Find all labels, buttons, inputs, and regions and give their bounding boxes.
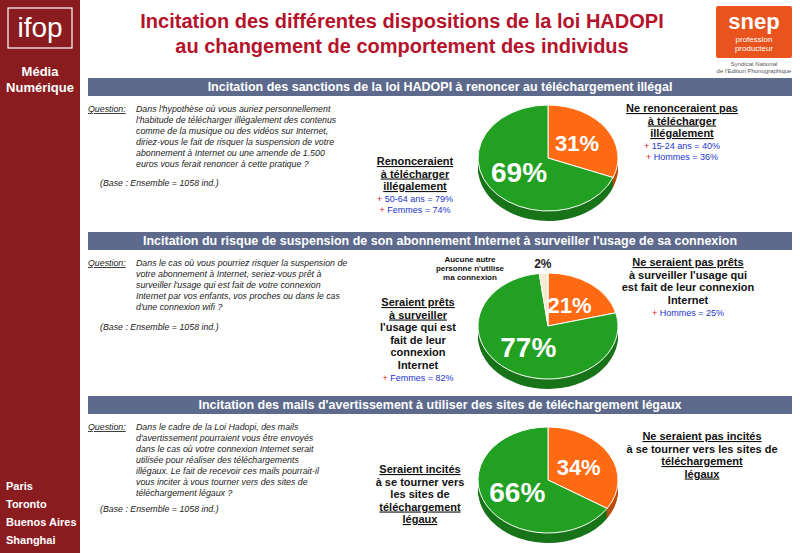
- note: + 15-24 ans = 40%: [644, 141, 720, 151]
- logo-frame: [8, 8, 72, 48]
- question: Dans l'hypothèse où vous auriez personne…: [136, 104, 337, 169]
- category-label: Ne seraient pas incitésà se tourner vers…: [626, 430, 777, 480]
- base: (Base : Ensemble = 1058 ind.): [100, 504, 219, 514]
- note: + Femmes = 82%: [382, 373, 453, 383]
- city: Shanghai: [6, 534, 56, 546]
- city: Paris: [6, 480, 33, 492]
- city: Toronto: [6, 498, 47, 510]
- category-label: Seraient incitésà se tourner versles sit…: [376, 463, 465, 525]
- section-title: Incitation du risque de suspension de so…: [143, 234, 737, 248]
- city: Buenos Aires: [6, 516, 77, 528]
- question-label: Question:: [88, 104, 126, 114]
- note: + Hommes = 25%: [652, 308, 724, 318]
- section-bar: [88, 396, 792, 414]
- value-label: 31%: [555, 131, 599, 156]
- partner-logo: snepprofessionproducteur Syndicat Nationa…: [716, 6, 792, 74]
- sidebar-band: [0, 0, 80, 553]
- sidebar: ifop MédiaNumérique Paris Toronto Buenos Air…: [0, 0, 80, 553]
- partner-tagline: professionproducteur: [735, 35, 774, 53]
- logo: ifop: [17, 12, 62, 43]
- value-label: 21%: [547, 293, 591, 318]
- pie-top: [478, 273, 618, 379]
- question-label: Question:: [88, 258, 126, 268]
- slice: [478, 427, 607, 533]
- section-bar: [88, 78, 792, 96]
- pie-side-layer: [478, 428, 618, 534]
- category-label: Aucune autrepersonne n'utilisema connexi…: [436, 255, 505, 282]
- partner-caption: Syndicat Nationalde l'Edition Phonograph…: [717, 61, 793, 74]
- pie-top: [478, 105, 618, 211]
- category-label: Seraient prêtsà surveillerl'usage qui es…: [380, 296, 456, 371]
- pie: [478, 273, 618, 389]
- section-title: Incitation des mails d'avertissement à u…: [198, 398, 681, 412]
- pie-top: [478, 427, 618, 533]
- value-label: 34%: [557, 455, 601, 480]
- base: (Base : Ensemble = 1058 ind.): [100, 322, 219, 332]
- section: Incitation du risque de suspension de so…: [88, 232, 792, 389]
- section: Incitation des sanctions de la loi HADOP…: [88, 78, 792, 221]
- section-name: MédiaNumérique: [6, 64, 74, 95]
- section-title: Incitation des sanctions de la loi HADOP…: [208, 80, 673, 94]
- question: Dans le cas où vous pourriez risquer la …: [136, 258, 347, 312]
- pie-side-layer: [478, 274, 618, 380]
- page: ifop MédiaNumérique Paris Toronto Buenos Air…: [0, 0, 800, 553]
- value-label: 66%: [489, 477, 545, 508]
- question-label: Question:: [88, 422, 126, 432]
- question: Dans le cadre de la Loi Hadopi, des mail…: [136, 422, 320, 498]
- partner-name: snep: [728, 9, 779, 34]
- category-label: Ne seraient pas prêtsà surveiller l'usag…: [622, 256, 755, 306]
- section-bar: [88, 232, 792, 250]
- note: + 50-64 ans = 79%: [377, 194, 453, 204]
- slice: [478, 273, 618, 379]
- title: Incitation des différentes dispositions …: [140, 10, 663, 57]
- section: Incitation des mails d'avertissement à u…: [88, 396, 792, 543]
- base: (Base : Ensemble = 1058 ind.): [100, 178, 219, 188]
- slice: [478, 105, 613, 211]
- pie-side-layer: [478, 106, 618, 212]
- value-label: 77%: [500, 332, 556, 363]
- category-label: Renonceraientà téléchargerillégalement: [377, 155, 454, 192]
- value-label: 2%: [534, 257, 552, 271]
- note: + Hommes = 36%: [646, 152, 718, 162]
- pie: [478, 427, 618, 543]
- pie: [478, 105, 618, 221]
- category-label: Ne renonceraient pasà téléchargerillégal…: [626, 102, 738, 139]
- partner-box: [716, 6, 792, 58]
- value-label: 69%: [491, 157, 547, 188]
- note: + Femmes = 74%: [379, 205, 450, 215]
